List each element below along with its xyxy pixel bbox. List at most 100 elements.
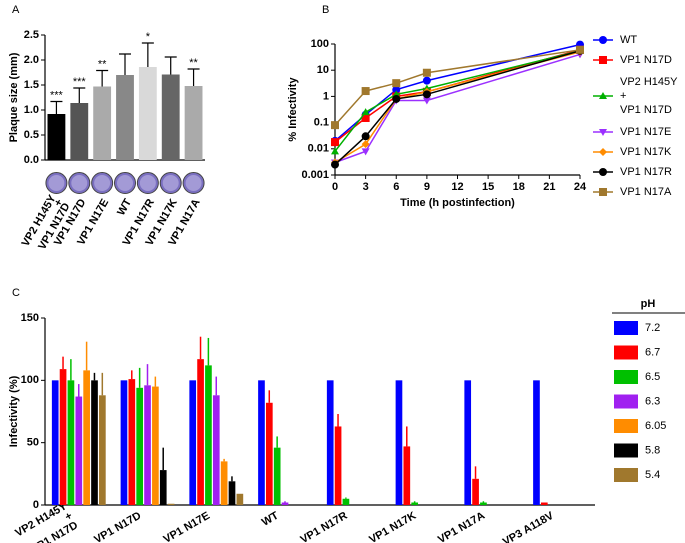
legend-swatch xyxy=(614,468,638,482)
bar xyxy=(197,359,204,505)
data-point xyxy=(361,140,370,149)
data-point xyxy=(392,79,401,88)
legend-label: VP2 H145Y + VP1 N17D xyxy=(620,76,678,116)
legend-title: pH xyxy=(641,298,656,310)
data-point xyxy=(422,97,431,105)
x-tick-label: 12 xyxy=(451,181,463,193)
data-point xyxy=(331,121,339,130)
x-tick-label: VP2 H145Y+VP1 N17D xyxy=(13,500,80,543)
plaque-well-inner xyxy=(71,175,88,191)
legend-swatch xyxy=(614,345,638,360)
bar xyxy=(75,396,83,505)
bar xyxy=(91,380,98,505)
bar xyxy=(533,380,540,505)
panel-letter: A xyxy=(12,4,20,16)
y-tick-label: 1.0 xyxy=(24,104,39,116)
x-tick-label: 15 xyxy=(482,181,494,193)
bar xyxy=(184,86,203,160)
bar xyxy=(228,481,236,505)
legend-label: VP1 N17E xyxy=(620,126,671,138)
y-tick-label: 2.5 xyxy=(24,29,39,41)
legend-swatch xyxy=(614,370,638,384)
significance: ** xyxy=(98,58,107,70)
data-point xyxy=(361,87,370,96)
y-tick-label: 1.5 xyxy=(24,79,39,91)
bar xyxy=(99,395,106,505)
legend-swatch xyxy=(614,443,638,458)
y-tick-label: 1 xyxy=(323,90,329,102)
legend-label: WT xyxy=(620,34,637,46)
legend-swatch xyxy=(614,419,638,433)
x-tick-label: 18 xyxy=(513,181,525,193)
bar xyxy=(120,380,128,505)
x-tick-label: WT xyxy=(260,510,281,529)
significance: *** xyxy=(50,89,64,101)
bar xyxy=(480,502,487,505)
bar xyxy=(265,402,273,505)
y-tick-label: 0 xyxy=(33,499,39,511)
error-bar xyxy=(164,56,177,75)
bar xyxy=(51,380,59,505)
y-tick-label: 100 xyxy=(311,38,329,50)
error-bar xyxy=(141,42,154,67)
data-point xyxy=(361,113,370,122)
bar xyxy=(167,503,175,505)
data-point xyxy=(422,90,431,99)
data-point xyxy=(361,108,370,116)
legend-label: VP1 N17K xyxy=(620,146,672,158)
bar xyxy=(540,502,548,505)
data-point xyxy=(331,147,339,155)
error-bar xyxy=(96,69,109,87)
legend-marker xyxy=(599,148,607,156)
data-point xyxy=(392,94,401,103)
legend-marker xyxy=(599,129,607,136)
legend-marker xyxy=(599,36,607,44)
bar xyxy=(403,446,411,505)
legend-label: 6.7 xyxy=(645,346,660,358)
x-tick-label: 6 xyxy=(393,181,399,193)
bar xyxy=(326,380,334,505)
bar xyxy=(472,478,479,505)
bar xyxy=(136,387,144,505)
panel-letter: B xyxy=(322,4,329,16)
y-tick-label: 50 xyxy=(27,437,39,449)
x-tick-label: VP3 A118V xyxy=(501,509,556,543)
bar xyxy=(152,386,159,505)
bar xyxy=(236,493,244,505)
error-bar xyxy=(73,87,86,103)
y-tick-label: 0.5 xyxy=(24,129,39,141)
data-point xyxy=(361,132,370,141)
bar xyxy=(205,365,212,505)
x-tick-label: VP1 N17D xyxy=(92,510,143,543)
legend-swatch xyxy=(614,321,638,335)
legend-label: VP1 N17R xyxy=(620,166,672,178)
series-line xyxy=(334,43,581,142)
legend-label: 5.8 xyxy=(645,444,660,456)
y-tick-label: 0.0 xyxy=(24,154,39,166)
significance: *** xyxy=(73,76,87,88)
legend-marker xyxy=(599,168,607,176)
bar xyxy=(128,379,136,505)
bar xyxy=(342,498,350,505)
bar xyxy=(70,103,89,160)
legend-label: VP1 N17A xyxy=(620,186,672,198)
x-axis-label: Time (h postinfection) xyxy=(400,197,515,209)
x-tick-label: 9 xyxy=(424,181,430,193)
bar xyxy=(334,426,342,505)
data-point xyxy=(422,76,431,85)
legend-label: VP1 N17D xyxy=(620,54,672,66)
error-bar xyxy=(187,68,200,86)
bar xyxy=(161,74,180,160)
legend-swatch xyxy=(614,394,638,409)
plaque-well-inner xyxy=(162,175,179,191)
x-tick-label: 21 xyxy=(543,181,555,193)
legend-marker xyxy=(599,92,607,99)
y-tick-label: 0.01 xyxy=(308,143,329,155)
legend-label: 6.3 xyxy=(645,395,660,407)
significance: * xyxy=(146,31,151,43)
y-tick-label: 0.001 xyxy=(301,169,329,181)
x-tick-label: VP1 N17R xyxy=(298,510,349,543)
x-tick-label: WT xyxy=(115,197,134,218)
data-point xyxy=(331,160,339,169)
